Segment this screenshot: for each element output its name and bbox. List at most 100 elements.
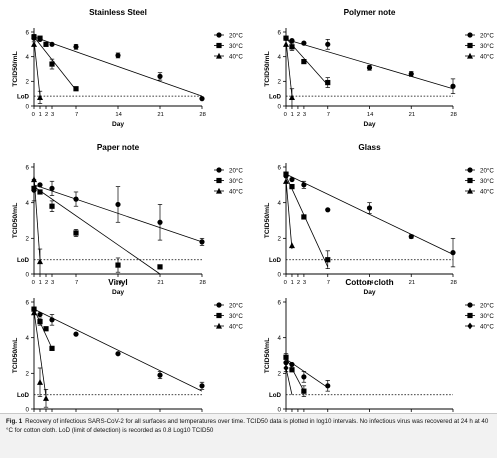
- legend-label: 20°C: [229, 302, 243, 309]
- fit-line: [285, 357, 305, 392]
- x-tick-label: 0: [284, 112, 287, 118]
- x-tick-label: 7: [327, 112, 330, 118]
- y-tick-label: 6: [26, 164, 30, 171]
- series: [31, 309, 49, 408]
- legend-marker: [216, 52, 222, 59]
- legend-label: 30°C: [480, 178, 494, 185]
- legend-label: 20°C: [229, 32, 243, 39]
- series: [31, 40, 43, 104]
- fit-line: [33, 175, 41, 260]
- data-point: [301, 59, 307, 65]
- data-point: [283, 178, 289, 184]
- legend-marker: [216, 187, 222, 194]
- x-tick-label: 1: [291, 280, 294, 286]
- legend-marker: [216, 302, 222, 308]
- y-axis-label: TCID50/mL: [12, 203, 19, 239]
- data-point: [49, 41, 55, 47]
- panel-title: Glass: [358, 143, 381, 152]
- legend-label: 40°C: [480, 53, 494, 60]
- series: [31, 185, 163, 275]
- x-tick-label: 2: [297, 112, 300, 118]
- legend-marker: [467, 312, 473, 319]
- data-point: [49, 345, 55, 351]
- legend-label: 20°C: [480, 167, 494, 174]
- legend-label: 40°C: [229, 188, 243, 195]
- x-axis-label: Day: [112, 289, 124, 296]
- data-point: [49, 317, 55, 323]
- x-axis-label: Day: [363, 121, 375, 128]
- y-tick-label: 6: [278, 29, 282, 36]
- legend: 20°C 30°C 40°C: [465, 167, 494, 195]
- x-tick-label: 2: [297, 280, 300, 286]
- chart-panel: Vinyl024601237142128DayTCID50/mLLoD20°C3…: [12, 278, 243, 413]
- x-axis-label: Day: [363, 289, 375, 296]
- series: [283, 353, 331, 392]
- y-tick-label: 4: [26, 335, 30, 342]
- data-point: [199, 96, 205, 102]
- fit-line: [33, 40, 41, 97]
- legend-marker: [467, 187, 473, 194]
- y-tick-label: 0: [26, 406, 30, 413]
- legend-marker: [216, 167, 222, 173]
- y-tick-label: 4: [278, 335, 282, 342]
- y-tick-label: 4: [278, 200, 282, 207]
- data-point: [37, 35, 43, 41]
- legend-label: 30°C: [229, 178, 243, 185]
- data-point: [49, 203, 55, 209]
- y-tick-label: 0: [26, 103, 30, 110]
- data-point: [115, 262, 121, 268]
- legend-marker: [216, 177, 222, 184]
- lod-label: LoD: [17, 94, 30, 101]
- data-point: [289, 44, 295, 50]
- data-point: [37, 319, 43, 325]
- x-tick-label: 21: [157, 280, 163, 286]
- panel-title: Cotton cloth: [345, 278, 393, 287]
- fit-line: [285, 39, 454, 90]
- data-point: [31, 309, 37, 316]
- series: [31, 306, 55, 351]
- data-point: [366, 205, 373, 211]
- data-point: [450, 250, 456, 256]
- series: [283, 171, 331, 269]
- lod-label: LoD: [269, 94, 282, 101]
- data-point: [115, 351, 121, 357]
- legend-marker: [467, 52, 473, 59]
- x-tick-label: 14: [367, 112, 374, 118]
- data-point: [283, 354, 289, 360]
- x-tick-label: 21: [409, 280, 415, 286]
- data-point: [325, 257, 331, 263]
- legend-marker: [216, 322, 222, 329]
- panel-title: Paper note: [97, 143, 140, 152]
- y-tick-label: 2: [26, 371, 30, 378]
- x-tick-label: 2: [45, 280, 48, 286]
- y-tick-label: 4: [26, 200, 30, 207]
- x-tick-label: 0: [32, 112, 35, 118]
- y-tick-label: 2: [26, 236, 30, 243]
- x-tick-label: 14: [115, 280, 122, 286]
- data-point: [31, 185, 37, 191]
- data-point: [325, 207, 331, 213]
- legend-label: 30°C: [480, 313, 494, 320]
- y-axis-label: TCID50/mL: [264, 338, 271, 374]
- x-tick-label: 3: [303, 280, 306, 286]
- x-tick-label: 1: [39, 112, 42, 118]
- legend-label: 20°C: [480, 32, 494, 39]
- data-point: [288, 94, 295, 100]
- legend-marker: [467, 42, 473, 49]
- x-tick-label: 0: [284, 280, 287, 286]
- fit-line: [33, 186, 161, 275]
- data-point: [289, 38, 295, 44]
- y-tick-label: 6: [26, 29, 30, 36]
- lod-label: LoD: [17, 257, 30, 264]
- data-point: [450, 83, 456, 89]
- data-point: [37, 258, 43, 265]
- legend-marker: [216, 42, 222, 49]
- x-tick-label: 1: [39, 280, 42, 286]
- legend-label: 30°C: [229, 313, 243, 320]
- y-tick-label: 2: [278, 79, 282, 86]
